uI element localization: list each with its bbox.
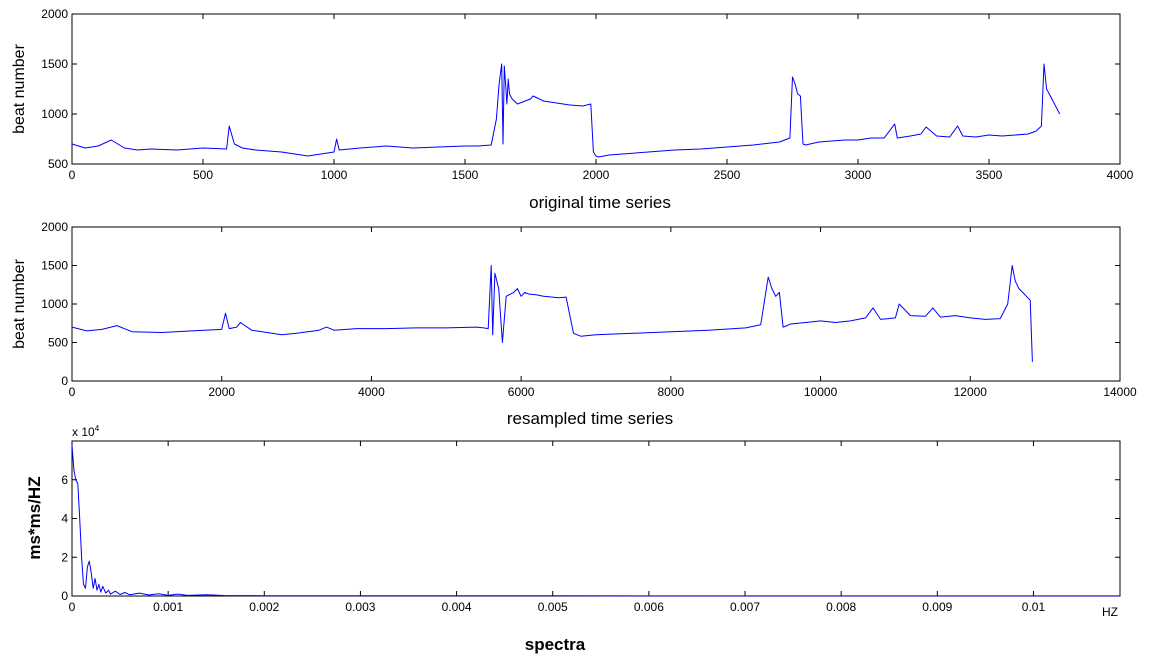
x-axis-label: original time series [529,193,671,212]
exponent-power: 4 [95,424,100,433]
x-tick-label: 3500 [976,168,1003,182]
x-tick-label: 0.009 [922,600,952,614]
y-tick-label: 1500 [41,57,68,71]
x-tick-label: 6000 [508,385,535,399]
y-tick-label: 2 [61,550,68,564]
spectra-panel: spectra ms*ms/HZ HZ x 104 0 0.001 0.002 0.0… [25,424,1121,654]
y-tick-label: 2000 [41,220,68,234]
y-exponent-label: x 104 [72,424,100,439]
x-unit-label: HZ [1102,605,1118,619]
x-tick-label: 8000 [658,385,685,399]
y-tick-label: 0 [61,589,68,603]
x-tick-label: 0.003 [345,600,375,614]
x-tick-label: 0.005 [538,600,568,614]
x-tick-label: 4000 [1107,168,1134,182]
y-tick-label: 500 [48,157,68,171]
exponent-base: x 10 [72,425,95,439]
axes-box [71,13,1121,165]
x-tick-label: 2500 [714,168,741,182]
series-line [71,444,1120,597]
x-tick-label: 0.006 [634,600,664,614]
x-tick-label: 0.007 [730,600,760,614]
axes-box [71,440,1121,597]
y-axis-label: beat number [11,258,28,349]
x-tick-label: 0.004 [442,600,472,614]
x-axis-label: spectra [525,635,586,654]
y-tick-label: 6 [61,473,68,487]
original-series-panel: original time series beat number 0 500 100… [11,7,1134,212]
y-axis-label: ms*ms/HZ [25,476,44,559]
x-tick-label: 0.008 [826,600,856,614]
x-tick-label: 0 [69,385,76,399]
x-tick-label: 500 [193,168,213,182]
x-tick-label: 12000 [954,385,988,399]
y-axis-label: beat number [11,43,28,134]
x-tick-label: 4000 [358,385,385,399]
y-tick-label: 500 [48,336,68,350]
x-tick-label: 2000 [208,385,235,399]
x-tick-label: 14000 [1103,385,1137,399]
y-tick-label: 2000 [41,7,68,21]
x-tick-label: 2000 [583,168,610,182]
axes-box [71,226,1121,382]
series-line [71,265,1033,362]
resampled-series-panel: resampled time series beat number 0 2000 4… [11,220,1137,428]
x-tick-label: 3000 [845,168,872,182]
x-tick-label: 0 [69,168,76,182]
series-line [71,63,1061,158]
y-tick-label: 1500 [41,259,68,273]
x-tick-label: 0.001 [153,600,183,614]
x-tick-label: 0.01 [1022,600,1046,614]
x-tick-label: 10000 [804,385,838,399]
x-tick-label: 0 [69,600,76,614]
x-axis-label: resampled time series [507,409,673,428]
y-tick-label: 1000 [41,107,68,121]
x-tick-label: 0.002 [249,600,279,614]
y-tick-label: 4 [61,512,68,526]
y-tick-label: 0 [61,374,68,388]
y-tick-label: 1000 [41,297,68,311]
x-tick-label: 1500 [452,168,479,182]
x-tick-label: 1000 [321,168,348,182]
